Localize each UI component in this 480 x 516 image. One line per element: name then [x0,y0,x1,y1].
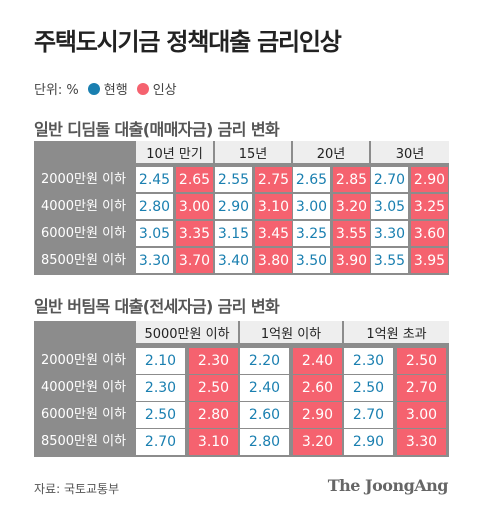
table1-col-header: 20년 [293,141,369,163]
table1-raised-value: 3.90 [333,248,370,273]
table2-row-label: 4000만원 이하 [40,380,127,395]
table1-current-value: 3.30 [371,221,408,246]
table2-col-header: 1억원 초과 [344,321,449,343]
table1-raised-value: 2.75 [255,167,292,192]
table2-raised-value: 2.70 [397,375,446,401]
table1-title: 일반 디딤돌 대출(매매자금) 금리 변화 [34,120,280,139]
current-dot-icon [87,82,100,95]
table1-raised-value: 3.55 [333,221,370,246]
table1-raised-value: 3.35 [176,221,213,246]
table1-col-header: 10년 만기 [136,141,213,163]
table1-row-label: 4000만원 이하 [40,199,127,214]
legend-raised-label: 인상 [152,83,177,98]
table2-raised-value: 3.00 [397,402,446,428]
table2-row-label: 2000만원 이하 [40,353,127,368]
table1-current-value: 2.45 [136,167,173,192]
table2-raised-value: 2.90 [293,402,342,428]
legend-raised: 인상 [136,79,177,98]
table1-current-value: 2.70 [371,167,408,192]
table1-row-label: 8500만원 이하 [40,253,127,268]
table2-row-label: 6000만원 이하 [40,407,127,422]
table1-current-value: 2.55 [215,167,252,192]
table1-raised-value: 3.70 [176,248,213,273]
unit-label: 단위: % [34,83,79,98]
table1-current-value: 3.05 [371,194,408,219]
table2-current-value: 2.20 [240,348,289,374]
publisher-logo: The JoongAng [327,476,449,495]
table1-raised-value: 3.60 [411,221,448,246]
table2-row-label: 8500만원 이하 [40,434,127,449]
table2-current-value: 2.80 [240,429,289,455]
table1-current-value: 2.80 [136,194,173,219]
table2-current-value: 2.70 [344,402,393,428]
table2-raised-value: 2.50 [397,348,446,374]
table2-current-value: 2.60 [240,402,289,428]
table2-raised-value: 2.50 [189,375,238,401]
table2-current-value: 2.90 [344,429,393,455]
table1-current-value: 2.65 [293,167,330,192]
table1-raised-value: 3.20 [333,194,370,219]
table2-title: 일반 버팀목 대출(전세자금) 금리 변화 [34,297,280,316]
table2-raised-value: 3.10 [189,429,238,455]
table1-raised-value: 3.00 [176,194,213,219]
table1-raised-value: 3.25 [411,194,448,219]
table1-current-value: 2.90 [215,194,252,219]
table2-raised-value: 2.40 [293,348,342,374]
table2-col-header: 1억원 이하 [240,321,342,343]
table1-current-value: 3.05 [136,221,173,246]
table2-col-header: 5000만원 이하 [136,321,238,343]
table1-current-value: 3.55 [371,248,408,273]
table2-current-value: 2.70 [136,429,185,455]
table1-raised-value: 3.45 [255,221,292,246]
table2-current-value: 2.50 [344,375,393,401]
table1-raised-value: 3.95 [411,248,448,273]
legend-current: 현행 [87,79,128,98]
table1-raised-value: 2.65 [176,167,213,192]
table2-raised-value: 2.80 [189,402,238,428]
table1-col-header: 30년 [371,141,449,163]
table1-raised-value: 3.10 [255,194,292,219]
table1-current-value: 3.25 [293,221,330,246]
table1-current-value: 3.15 [215,221,252,246]
table1-current-value: 3.40 [215,248,252,273]
table2-current-value: 2.50 [136,402,185,428]
table1-raised-value: 3.80 [255,248,292,273]
table1-raised-value: 2.85 [333,167,370,192]
table2-raised-value: 2.30 [189,348,238,374]
table2-raised-value: 3.30 [397,429,446,455]
table1-current-value: 3.00 [293,194,330,219]
table2-current-value: 2.30 [136,375,185,401]
table2-raised-value: 2.60 [293,375,342,401]
table1-row-label: 6000만원 이하 [40,226,127,241]
raised-dot-icon [136,82,149,95]
legend-current-label: 현행 [103,83,128,98]
table1-raised-value: 2.90 [411,167,448,192]
table1-current-value: 3.50 [293,248,330,273]
table2-raised-value: 3.20 [293,429,342,455]
table1-col-header: 15년 [215,141,291,163]
source-note: 자료: 국토교통부 [34,482,120,496]
table1-current-value: 3.30 [136,248,173,273]
table2: 5000만원 이하 1억원 이하 1억원 초과 2000만원 이하 2.10 2.30 2.… [34,321,449,457]
table2-current-value: 2.40 [240,375,289,401]
table2-current-value: 2.10 [136,348,185,374]
table2-current-value: 2.30 [344,348,393,374]
table1: 10년 만기 15년 20년 30년 2000만원 이하 2.45 2.65 2.55 2.75… [34,141,449,275]
table1-row-label: 2000만원 이하 [40,172,127,187]
legend: 단위: % 현행 인상 [34,79,177,98]
page-title: 주택도시기금 정책대출 금리인상 [34,28,342,56]
